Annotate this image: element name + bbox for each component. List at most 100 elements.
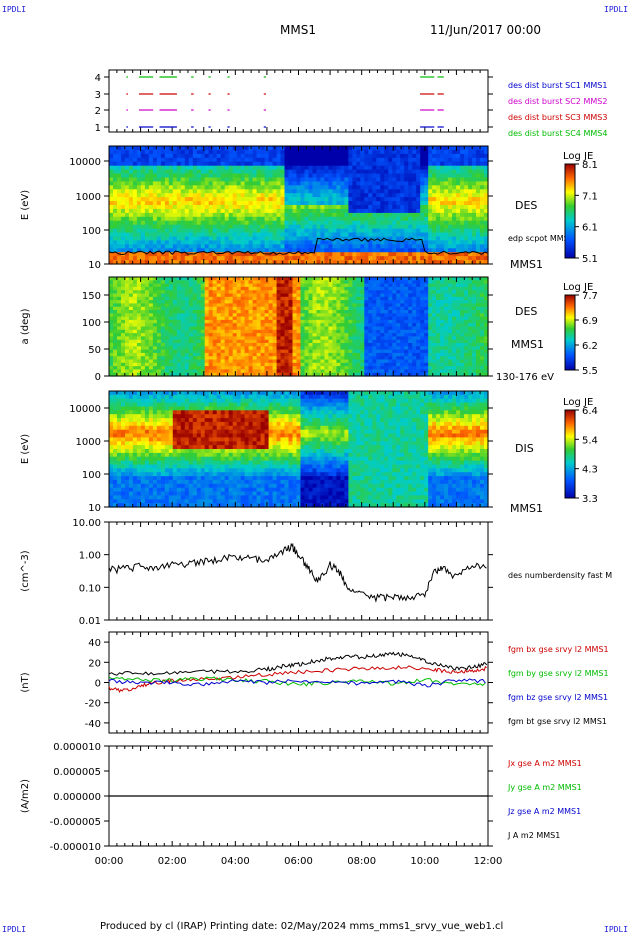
spectrogram-cell [248,280,254,285]
spectrogram-cell [212,286,218,291]
spectrogram-cell [468,189,473,194]
spectrogram-cell [368,153,373,159]
spectrogram-cell [312,212,318,218]
spectrogram-cell [308,316,314,321]
spectrogram-cell [316,181,322,186]
spectrogram-cell [292,185,298,190]
spectrogram-cell [236,244,242,249]
spectrogram-cell [264,256,270,261]
spectrogram-cell [352,310,357,314]
spectrogram-cell [280,310,286,314]
spectrogram-cell [304,349,310,354]
spectrogram-cell [228,277,234,281]
spectrogram-cell [316,193,322,198]
spectrogram-cell [404,173,409,178]
spectrogram-cell [380,212,385,218]
spectrogram-cell [356,149,361,155]
spectrogram-cell [132,277,138,281]
spectrogram-cell [113,280,118,285]
spectrogram-cell [184,296,190,301]
spectrogram-cell [200,236,206,241]
spectrogram-cell [128,153,134,159]
spectrogram-cell [200,346,206,351]
spectrogram-cell [292,286,298,291]
spectrogram-cell [444,165,449,171]
spectrogram-cell [180,185,186,190]
spectrogram-cell [132,248,138,253]
spectrogram-cell [272,193,278,198]
spectrogram-cell [184,326,190,331]
spectrogram-cell [324,326,329,331]
spectrogram-cell [136,369,142,374]
spectrogram-cell [440,193,445,198]
spectrogram-cell [412,193,417,198]
spectrogram-cell [232,208,238,214]
spectrogram-cell [220,185,226,190]
spectrogram-cell [252,362,258,367]
spectrogram-cell [144,212,150,218]
spectrogram-cell [316,366,322,370]
spectrogram-cell [476,248,481,253]
spectrogram-cell [320,319,325,324]
spectrogram-cell [264,283,270,288]
spectrogram-cell [436,220,441,226]
spectrogram-cell [113,201,118,206]
spectrogram-cell [125,280,130,285]
spectrogram-cell [264,352,270,357]
spectrogram-cell [316,244,322,249]
spectrogram-cell [268,333,274,337]
spectrogram-cell [424,232,429,237]
spectrogram-cell [480,232,485,237]
spectrogram-cell [388,189,393,194]
spectrogram-cell [304,216,310,222]
spectrogram-cell [176,165,182,171]
spectrogram-cell [160,290,166,295]
spectrogram-cell [436,177,441,182]
spectrogram-cell [240,359,246,364]
spectrogram-cell [196,286,202,291]
spectrogram-cell [109,280,114,285]
spectrogram-cell [204,181,210,186]
spectrogram-cell [472,228,477,234]
spectrogram-cell [121,352,126,357]
spectrogram-cell [304,224,310,230]
spectrogram-cell [372,236,377,241]
spectrogram-cell [148,329,154,334]
spectrogram-cell [220,232,226,237]
spectrogram-cell [308,283,314,288]
spectrogram-cell [288,352,294,357]
spectrogram-cell [240,303,246,308]
spectrogram-cell [176,343,182,347]
spectrogram-cell [296,208,302,214]
spectrogram-cell [476,201,481,206]
spectrogram-cell [212,303,218,308]
spectrogram-cell [180,193,186,198]
spectrogram-cell [328,193,333,198]
spectrogram-cell [336,306,341,311]
spectrogram-cell [128,189,134,194]
spectrogram-cell [304,244,310,249]
spectrogram-cell [300,252,306,257]
spectrogram-cell [125,165,130,171]
spectrogram-cell [424,146,429,151]
spectrogram-cell [352,319,357,324]
spectrogram-cell [364,165,369,171]
spectrogram-cell [404,185,409,190]
spectrogram-cell [212,277,218,281]
spectrogram-cell [288,326,294,331]
spectrogram-cell [484,157,489,163]
spectrogram-cell [452,146,457,151]
spectrogram-cell [220,169,226,175]
spectrogram-cell [452,177,457,182]
spectrogram-cell [472,244,477,249]
spectrogram-cell [252,236,258,241]
spectrogram-cell [180,224,186,230]
spectrogram-cell [192,339,198,344]
spectrogram-cell [292,352,298,357]
spectrogram-cell [152,286,158,291]
spectrogram-cell [132,185,138,190]
spectrogram-cell [392,208,397,214]
spectrogram-cell [296,173,302,178]
spectrogram-cell [128,349,134,354]
spectrogram-cell [248,240,254,245]
